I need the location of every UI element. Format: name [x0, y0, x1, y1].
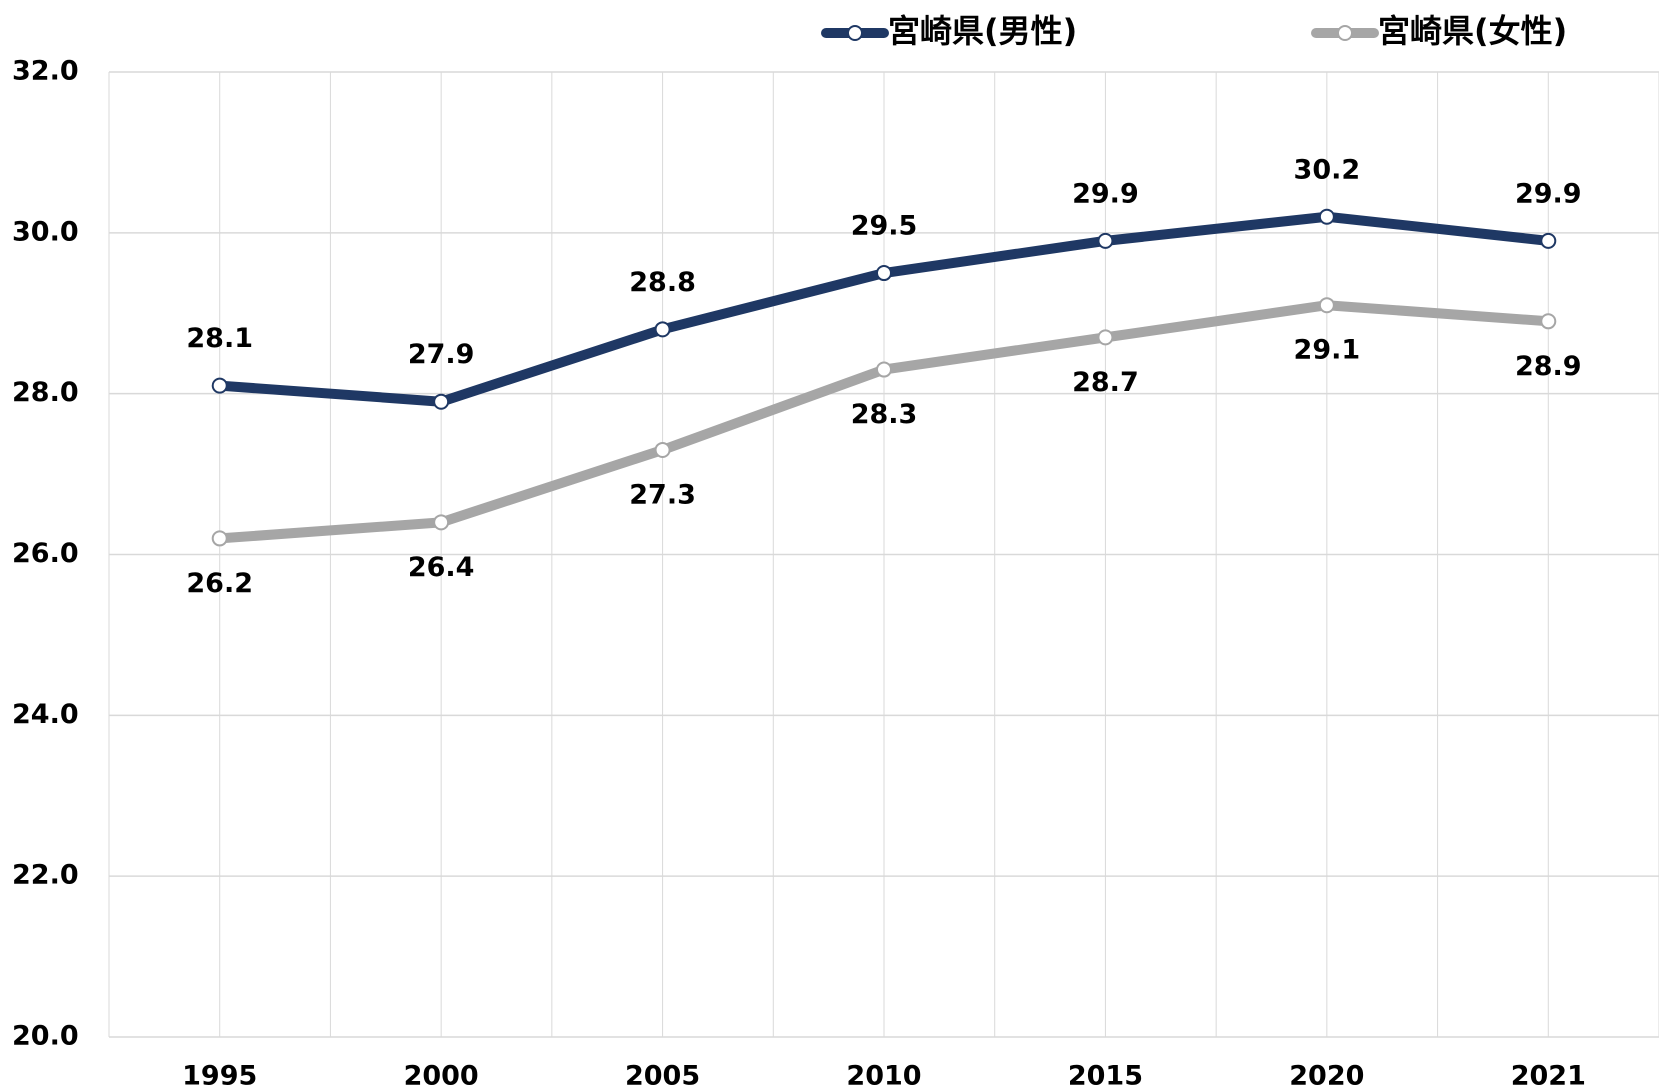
- y-tick-label: 20.0: [12, 1021, 79, 1052]
- x-tick-label: 2000: [404, 1061, 479, 1090]
- point: [876, 265, 892, 282]
- y-tick-label: 28.0: [12, 377, 79, 408]
- point: [433, 393, 450, 410]
- x-tick-label: 2015: [1068, 1061, 1143, 1090]
- y-tick-label: 24.0: [12, 699, 79, 730]
- legend-marker: [847, 25, 863, 41]
- x-tick-label: 2005: [625, 1061, 700, 1090]
- data-label: 29.9: [1072, 178, 1139, 209]
- y-tick-label: 22.0: [12, 860, 79, 891]
- data-label: 28.7: [1072, 367, 1139, 398]
- data-label: 30.2: [1294, 154, 1361, 185]
- point: [654, 321, 671, 338]
- data-label: 26.4: [408, 552, 475, 583]
- legend-label: 宮崎県(女性): [1378, 12, 1567, 50]
- point: [211, 377, 228, 394]
- y-tick-label: 30.0: [12, 216, 79, 247]
- point: [1318, 208, 1335, 225]
- point: [1540, 232, 1557, 249]
- point: [1540, 313, 1557, 330]
- point: [654, 441, 671, 458]
- point: [1097, 329, 1114, 346]
- data-label: 28.1: [186, 323, 253, 354]
- x-tick-label: 2021: [1511, 1061, 1586, 1090]
- data-label: 29.9: [1515, 178, 1582, 209]
- data-label: 26.2: [186, 568, 253, 599]
- data-label: 27.3: [629, 479, 696, 510]
- x-tick-label: 2010: [846, 1061, 921, 1090]
- data-label: 28.3: [851, 399, 918, 430]
- data-label: 28.9: [1515, 351, 1582, 382]
- y-tick-label: 32.0: [12, 56, 79, 87]
- x-tick-label: 2020: [1289, 1061, 1364, 1090]
- point: [1097, 232, 1114, 249]
- point: [433, 514, 450, 531]
- point: [1318, 297, 1335, 314]
- legend-label: 宮崎県(男性): [888, 12, 1077, 50]
- data-label: 29.1: [1294, 335, 1361, 366]
- data-label: 28.8: [629, 267, 696, 298]
- data-label: 29.5: [851, 211, 918, 242]
- y-tick-label: 26.0: [12, 538, 79, 569]
- point: [876, 361, 892, 378]
- point: [211, 530, 228, 547]
- x-tick-label: 1995: [182, 1061, 257, 1090]
- legend-marker: [1337, 25, 1353, 41]
- data-label: 27.9: [408, 339, 475, 370]
